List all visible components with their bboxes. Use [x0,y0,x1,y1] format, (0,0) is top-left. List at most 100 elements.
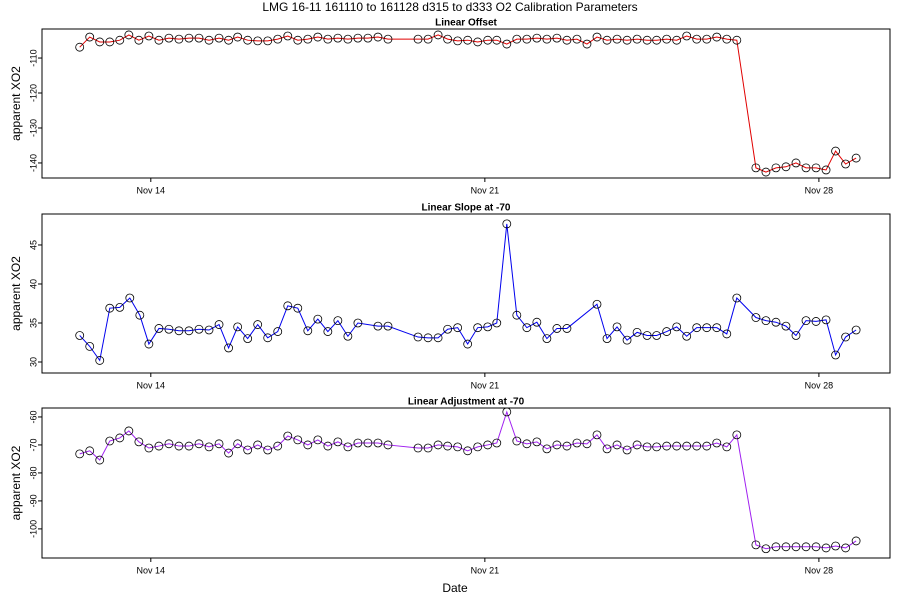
data-point [283,301,293,311]
data-point [263,36,273,46]
data-point [194,439,204,449]
y-tick-label: -140 [28,154,38,172]
data-point [483,322,493,332]
data-point [512,310,522,320]
data-point [224,35,233,45]
data-point [413,332,423,342]
data-point [423,34,433,44]
data-point [801,542,811,552]
data-point [542,34,552,44]
data-point [602,334,612,343]
data-point [582,439,592,449]
data-point [463,339,473,349]
data-point [712,438,722,448]
data-point [333,437,343,447]
data-point [652,331,662,340]
data-point [831,541,840,551]
data-point [781,321,791,331]
panel-title: Linear Slope at -70 [422,203,511,214]
data-point [522,34,532,44]
data-point [105,303,115,313]
data-point [841,159,851,169]
data-point [224,343,233,353]
data-point [313,32,323,42]
data-point [791,331,801,340]
data-point [552,324,562,333]
data-point [253,36,263,46]
data-point [85,341,95,351]
panel-title: Linear Adjustment at -70 [408,397,525,408]
data-point [692,323,702,333]
data-point [473,323,483,333]
panel-title: Linear Offset [435,18,497,29]
data-point [811,163,821,173]
data-point [343,331,353,341]
data-point [771,163,781,173]
data-point [333,316,343,326]
data-point [154,324,164,333]
data-point [184,33,194,43]
data-point [115,433,125,443]
data-point [502,39,512,49]
data-point [443,441,453,451]
data-point [781,162,791,172]
data-point [582,39,592,49]
data-point [652,35,662,45]
data-point [253,440,263,450]
data-point [602,35,612,45]
data-point [483,440,493,450]
data-point [642,35,652,45]
data-point [283,31,293,41]
data-point [552,440,562,450]
x-tick-label: Nov 14 [137,565,166,575]
data-point [214,439,224,449]
data-point [622,445,632,455]
data-point [433,440,443,450]
data-point [532,317,542,327]
data-point [75,331,85,340]
y-tick-label: 40 [28,279,38,289]
figure-title: LMG 16-11 161110 to 161128 d315 to d333 … [262,0,637,14]
data-line [79,223,857,362]
data-point [761,544,771,554]
plot-frame [41,28,891,179]
data-point [184,441,194,451]
data-point [363,438,373,448]
data-point [492,318,502,328]
data-point [801,163,811,173]
data-point [164,324,174,334]
x-tick-label: Nov 21 [471,380,500,390]
data-point [373,321,383,331]
data-point [463,35,473,45]
data-point [293,435,303,445]
data-point [682,441,692,451]
data-point [682,331,692,341]
data-point [453,442,463,452]
data-point [692,34,702,44]
data-point [632,440,642,450]
data-point [532,33,542,43]
x-axis-label: Date [442,581,468,595]
data-point [612,440,622,450]
data-point [771,542,781,552]
data-point [732,293,742,303]
data-point [95,37,105,47]
data-point [194,324,204,334]
data-point [632,34,642,44]
data-point [751,163,761,173]
data-point [353,33,363,43]
data-point [761,316,771,326]
data-point [751,313,761,322]
data-point [214,33,224,43]
data-point [134,437,144,447]
data-point [831,146,840,156]
data-point [751,540,761,550]
x-tick-label: Nov 28 [805,565,834,575]
data-point [702,441,712,451]
data-point [821,315,831,325]
data-point [851,325,861,335]
data-point [125,293,135,303]
x-tick-label: Nov 14 [137,185,166,195]
data-point [273,441,283,451]
